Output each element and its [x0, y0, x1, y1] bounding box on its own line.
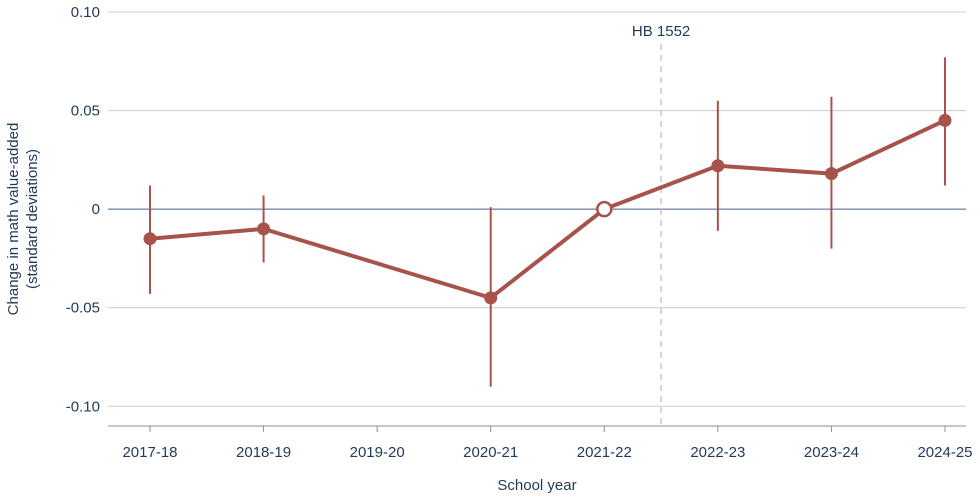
axes [108, 425, 966, 432]
data-point [257, 222, 271, 236]
x-tick-label: 2022-23 [690, 444, 745, 461]
error-bars [149, 57, 946, 387]
data-point [938, 113, 952, 127]
x-tick-label: 2019-20 [350, 444, 405, 461]
data-point [143, 232, 157, 246]
data-point [824, 167, 838, 181]
y-tick-label: 0.05 [71, 103, 100, 120]
data-points [143, 113, 952, 305]
y-tick-label: 0.10 [71, 4, 100, 21]
gridlines [108, 11, 966, 407]
y-tick-label: -0.05 [66, 300, 100, 317]
y-tick-label: 0 [92, 201, 100, 218]
x-tick-label: 2021-22 [577, 444, 632, 461]
x-axis-title: School year [497, 477, 576, 494]
y-axis-title: Change in math value-added (standard devi… [5, 123, 41, 316]
x-tick-label: 2018-19 [236, 444, 291, 461]
x-tick-label: 2023-24 [804, 444, 859, 461]
x-tick-label: 2017-18 [122, 444, 177, 461]
y-axis-title-line: (standard deviations) [24, 149, 41, 289]
x-tick-label: 2024-25 [917, 444, 972, 461]
y-tick-label: -0.10 [66, 398, 100, 415]
data-point [484, 291, 498, 305]
data-point [711, 159, 725, 173]
x-tick-label: 2020-21 [463, 444, 518, 461]
labels: 0.10 0.05 0 -0.05 -0.10 2017-18 2018-19 2019-20… [5, 4, 973, 494]
policy-marker-label: HB 1552 [632, 23, 690, 40]
y-axis-title-line: Change in math value-added [5, 123, 22, 316]
reference-point [596, 200, 613, 218]
